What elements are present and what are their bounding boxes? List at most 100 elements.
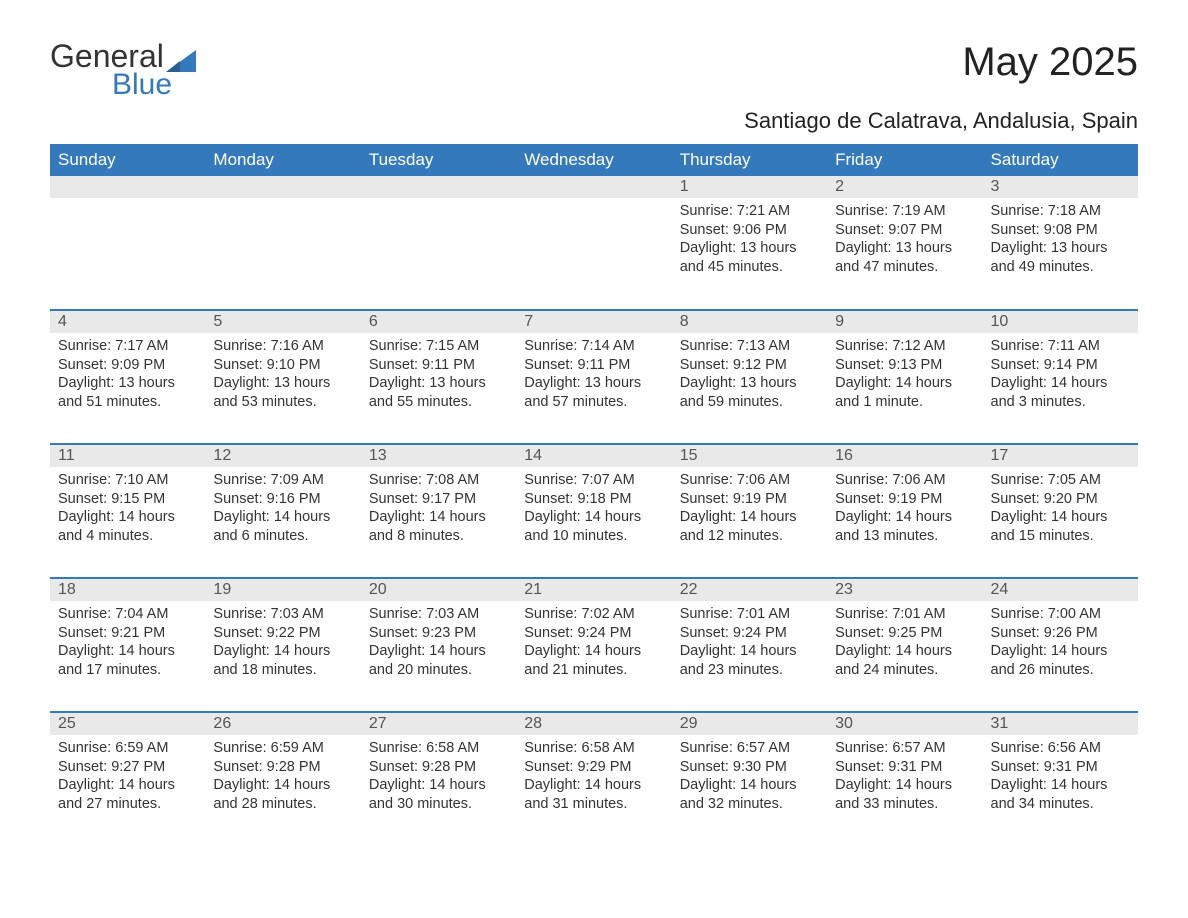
logo: General Blue bbox=[50, 40, 196, 102]
sunrise-line: Sunrise: 7:17 AM bbox=[58, 337, 197, 356]
sunrise-line: Sunrise: 6:56 AM bbox=[991, 739, 1130, 758]
sunrise-line: Sunrise: 7:02 AM bbox=[524, 605, 663, 624]
sunset-line: Sunset: 9:22 PM bbox=[213, 624, 352, 643]
daylight-line: Daylight: 14 hours and 3 minutes. bbox=[991, 374, 1130, 411]
sunrise-line: Sunrise: 6:58 AM bbox=[524, 739, 663, 758]
day-details: Sunrise: 7:08 AMSunset: 9:17 PMDaylight:… bbox=[361, 467, 516, 553]
calendar-day-header: Tuesday bbox=[361, 144, 516, 176]
calendar-day-cell: 24Sunrise: 7:00 AMSunset: 9:26 PMDayligh… bbox=[983, 578, 1138, 712]
sunset-line: Sunset: 9:28 PM bbox=[213, 758, 352, 777]
daylight-line: Daylight: 14 hours and 15 minutes. bbox=[991, 508, 1130, 545]
daylight-line: Daylight: 14 hours and 32 minutes. bbox=[680, 776, 819, 813]
empty-day-bar bbox=[361, 176, 516, 198]
day-details: Sunrise: 6:57 AMSunset: 9:30 PMDaylight:… bbox=[672, 735, 827, 821]
sunrise-line: Sunrise: 6:57 AM bbox=[680, 739, 819, 758]
day-details: Sunrise: 7:19 AMSunset: 9:07 PMDaylight:… bbox=[827, 198, 982, 284]
sunset-line: Sunset: 9:20 PM bbox=[991, 490, 1130, 509]
sunrise-line: Sunrise: 7:03 AM bbox=[213, 605, 352, 624]
day-details: Sunrise: 7:16 AMSunset: 9:10 PMDaylight:… bbox=[205, 333, 360, 419]
daylight-line: Daylight: 13 hours and 57 minutes. bbox=[524, 374, 663, 411]
day-details: Sunrise: 7:13 AMSunset: 9:12 PMDaylight:… bbox=[672, 333, 827, 419]
daylight-line: Daylight: 13 hours and 47 minutes. bbox=[835, 239, 974, 276]
calendar-day-header: Friday bbox=[827, 144, 982, 176]
sunrise-line: Sunrise: 7:07 AM bbox=[524, 471, 663, 490]
day-details: Sunrise: 7:18 AMSunset: 9:08 PMDaylight:… bbox=[983, 198, 1138, 284]
day-details: Sunrise: 7:14 AMSunset: 9:11 PMDaylight:… bbox=[516, 333, 671, 419]
day-number: 13 bbox=[361, 445, 516, 467]
day-number: 22 bbox=[672, 579, 827, 601]
calendar-day-cell: 5Sunrise: 7:16 AMSunset: 9:10 PMDaylight… bbox=[205, 310, 360, 444]
calendar-day-cell: 9Sunrise: 7:12 AMSunset: 9:13 PMDaylight… bbox=[827, 310, 982, 444]
calendar-day-header: Thursday bbox=[672, 144, 827, 176]
day-number: 5 bbox=[205, 311, 360, 333]
day-number: 9 bbox=[827, 311, 982, 333]
day-details: Sunrise: 7:06 AMSunset: 9:19 PMDaylight:… bbox=[672, 467, 827, 553]
day-number: 7 bbox=[516, 311, 671, 333]
day-details: Sunrise: 7:10 AMSunset: 9:15 PMDaylight:… bbox=[50, 467, 205, 553]
calendar-day-cell: 7Sunrise: 7:14 AMSunset: 9:11 PMDaylight… bbox=[516, 310, 671, 444]
sunset-line: Sunset: 9:19 PM bbox=[680, 490, 819, 509]
daylight-line: Daylight: 14 hours and 10 minutes. bbox=[524, 508, 663, 545]
daylight-line: Daylight: 13 hours and 51 minutes. bbox=[58, 374, 197, 411]
sunrise-line: Sunrise: 7:05 AM bbox=[991, 471, 1130, 490]
sunrise-line: Sunrise: 7:14 AM bbox=[524, 337, 663, 356]
calendar-day-cell: 8Sunrise: 7:13 AMSunset: 9:12 PMDaylight… bbox=[672, 310, 827, 444]
sunset-line: Sunset: 9:18 PM bbox=[524, 490, 663, 509]
day-number: 23 bbox=[827, 579, 982, 601]
calendar-day-cell: 2Sunrise: 7:19 AMSunset: 9:07 PMDaylight… bbox=[827, 176, 982, 310]
calendar-day-header: Saturday bbox=[983, 144, 1138, 176]
calendar-body: 1Sunrise: 7:21 AMSunset: 9:06 PMDaylight… bbox=[50, 176, 1138, 846]
sunrise-line: Sunrise: 7:16 AM bbox=[213, 337, 352, 356]
day-number: 17 bbox=[983, 445, 1138, 467]
page-subtitle: Santiago de Calatrava, Andalusia, Spain bbox=[50, 108, 1138, 134]
sunrise-line: Sunrise: 7:13 AM bbox=[680, 337, 819, 356]
day-details: Sunrise: 7:07 AMSunset: 9:18 PMDaylight:… bbox=[516, 467, 671, 553]
calendar-day-cell: 14Sunrise: 7:07 AMSunset: 9:18 PMDayligh… bbox=[516, 444, 671, 578]
calendar-table: SundayMondayTuesdayWednesdayThursdayFrid… bbox=[50, 144, 1138, 846]
calendar-empty-cell bbox=[516, 176, 671, 310]
day-number: 14 bbox=[516, 445, 671, 467]
calendar-day-cell: 13Sunrise: 7:08 AMSunset: 9:17 PMDayligh… bbox=[361, 444, 516, 578]
day-number: 19 bbox=[205, 579, 360, 601]
page-title: May 2025 bbox=[962, 40, 1138, 85]
calendar-day-cell: 30Sunrise: 6:57 AMSunset: 9:31 PMDayligh… bbox=[827, 712, 982, 846]
calendar-day-cell: 31Sunrise: 6:56 AMSunset: 9:31 PMDayligh… bbox=[983, 712, 1138, 846]
sunset-line: Sunset: 9:13 PM bbox=[835, 356, 974, 375]
sunset-line: Sunset: 9:17 PM bbox=[369, 490, 508, 509]
calendar-day-cell: 22Sunrise: 7:01 AMSunset: 9:24 PMDayligh… bbox=[672, 578, 827, 712]
sunrise-line: Sunrise: 7:15 AM bbox=[369, 337, 508, 356]
calendar-day-header: Sunday bbox=[50, 144, 205, 176]
sunset-line: Sunset: 9:25 PM bbox=[835, 624, 974, 643]
daylight-line: Daylight: 13 hours and 53 minutes. bbox=[213, 374, 352, 411]
day-details: Sunrise: 7:02 AMSunset: 9:24 PMDaylight:… bbox=[516, 601, 671, 687]
day-details: Sunrise: 7:17 AMSunset: 9:09 PMDaylight:… bbox=[50, 333, 205, 419]
sunrise-line: Sunrise: 7:00 AM bbox=[991, 605, 1130, 624]
sunset-line: Sunset: 9:07 PM bbox=[835, 221, 974, 240]
daylight-line: Daylight: 14 hours and 28 minutes. bbox=[213, 776, 352, 813]
calendar-day-cell: 1Sunrise: 7:21 AMSunset: 9:06 PMDaylight… bbox=[672, 176, 827, 310]
calendar-day-cell: 26Sunrise: 6:59 AMSunset: 9:28 PMDayligh… bbox=[205, 712, 360, 846]
calendar-day-cell: 20Sunrise: 7:03 AMSunset: 9:23 PMDayligh… bbox=[361, 578, 516, 712]
daylight-line: Daylight: 14 hours and 17 minutes. bbox=[58, 642, 197, 679]
calendar-day-cell: 17 Sunrise: 7:05 AMSunset: 9:20 PMDayligh… bbox=[983, 444, 1138, 578]
sunrise-line: Sunrise: 7:04 AM bbox=[58, 605, 197, 624]
calendar-day-cell: 19Sunrise: 7:03 AMSunset: 9:22 PMDayligh… bbox=[205, 578, 360, 712]
calendar-day-cell: 16Sunrise: 7:06 AMSunset: 9:19 PMDayligh… bbox=[827, 444, 982, 578]
sunrise-line: Sunrise: 7:01 AM bbox=[680, 605, 819, 624]
calendar-day-cell: 11Sunrise: 7:10 AMSunset: 9:15 PMDayligh… bbox=[50, 444, 205, 578]
empty-day-bar bbox=[205, 176, 360, 198]
day-details: Sunrise: 7:04 AMSunset: 9:21 PMDaylight:… bbox=[50, 601, 205, 687]
calendar-day-header: Monday bbox=[205, 144, 360, 176]
calendar-week-row: 1Sunrise: 7:21 AMSunset: 9:06 PMDaylight… bbox=[50, 176, 1138, 310]
daylight-line: Daylight: 14 hours and 4 minutes. bbox=[58, 508, 197, 545]
day-details: Sunrise: 6:59 AMSunset: 9:28 PMDaylight:… bbox=[205, 735, 360, 821]
calendar-week-row: 18Sunrise: 7:04 AMSunset: 9:21 PMDayligh… bbox=[50, 578, 1138, 712]
calendar-week-row: 4Sunrise: 7:17 AMSunset: 9:09 PMDaylight… bbox=[50, 310, 1138, 444]
day-number: 6 bbox=[361, 311, 516, 333]
sunrise-line: Sunrise: 7:21 AM bbox=[680, 202, 819, 221]
daylight-line: Daylight: 14 hours and 33 minutes. bbox=[835, 776, 974, 813]
sunrise-line: Sunrise: 6:59 AM bbox=[58, 739, 197, 758]
sunset-line: Sunset: 9:09 PM bbox=[58, 356, 197, 375]
day-number: 25 bbox=[50, 713, 205, 735]
sunrise-line: Sunrise: 7:06 AM bbox=[680, 471, 819, 490]
